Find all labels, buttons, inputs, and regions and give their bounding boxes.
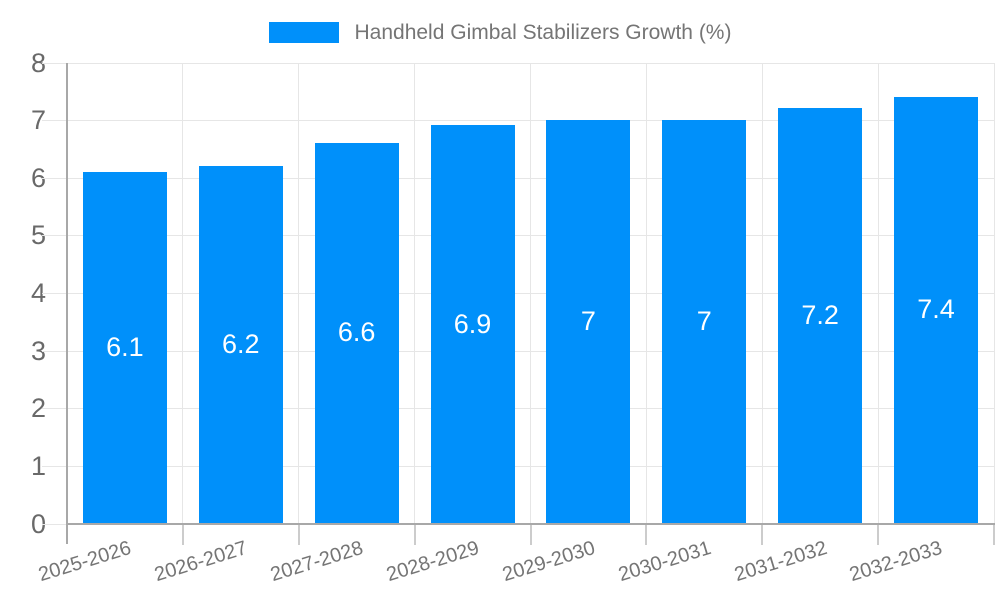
bar[interactable]: 7 [662,119,747,523]
bar[interactable]: 7.4 [894,96,979,523]
bar-value-label: 6.9 [453,308,492,339]
h-gridline [42,408,994,410]
x-axis-label: 2026-2027 [152,537,250,587]
x-axis-tick [297,525,300,545]
v-gridline [877,63,879,524]
x-axis-label: 2025-2026 [36,537,135,587]
bar[interactable]: 7.2 [778,108,863,523]
bar-value-label: 6.6 [337,317,376,348]
v-gridline [530,63,531,524]
y-axis-label: 1 [30,450,46,481]
x-axis-tick [993,525,995,545]
x-axis-tick [181,525,184,545]
x-axis-tick [529,525,532,545]
legend-swatch [268,22,339,43]
bar-value-label: 7 [696,305,712,336]
h-gridline [42,293,994,294]
v-gridline [645,63,647,524]
legend[interactable]: Handheld Gimbal Stabilizers Growth (%) [0,21,1000,44]
x-axis-tick [877,525,880,545]
legend-label: Handheld Gimbal Stabilizers Growth (%) [354,21,732,44]
h-gridline [42,177,994,179]
bar-value-label: 7 [580,305,596,336]
x-axis-label: 2031-2032 [731,537,830,587]
v-gridline [993,63,995,524]
x-axis-label: 2030-2031 [615,537,714,587]
x-axis-label: 2029-2030 [499,537,598,587]
plot-area: 6.1 6.2 6.6 6.9 7 7 7.2 7.4 [42,62,995,545]
y-axis-label: 8 [30,47,46,78]
bar-value-label: 7.2 [801,300,839,331]
x-axis-label: 2028-2029 [383,537,482,587]
h-gridline [42,465,994,467]
y-axis-label: 0 [30,508,46,539]
bar-value-label: 6.1 [106,331,144,362]
bar[interactable]: 6.1 [82,171,167,523]
y-axis-label: 2 [30,393,46,424]
bar[interactable]: 6.2 [198,165,283,523]
h-gridline [42,62,994,64]
x-axis-label: 2032-2033 [847,537,946,587]
x-axis-tick [413,525,416,545]
bar-value-label: 7.4 [917,294,955,325]
y-axis-label: 3 [30,335,46,366]
v-gridline [761,63,763,524]
y-axis-label: 6 [30,162,46,193]
bar[interactable]: 6.9 [430,125,515,523]
y-axis-label: 5 [30,220,46,251]
bar-value-label: 6.2 [222,328,260,359]
x-axis-label: 2027-2028 [267,537,366,587]
h-gridline [42,235,994,237]
bar[interactable]: 7 [546,119,631,523]
x-axis-tick [645,525,648,545]
v-gridline [182,63,184,524]
y-axis-label: 4 [30,278,46,308]
bar[interactable]: 6.6 [314,142,399,523]
x-axis-tick [761,525,764,545]
y-axis-line [66,63,68,544]
v-gridline [414,63,416,524]
x-axis-line [66,523,995,525]
v-gridline [298,63,300,524]
y-axis-label: 7 [30,105,46,136]
h-gridline [42,120,994,122]
y-axis: 0 1 2 3 4 5 6 7 8 [0,49,46,537]
h-gridline [42,350,994,352]
